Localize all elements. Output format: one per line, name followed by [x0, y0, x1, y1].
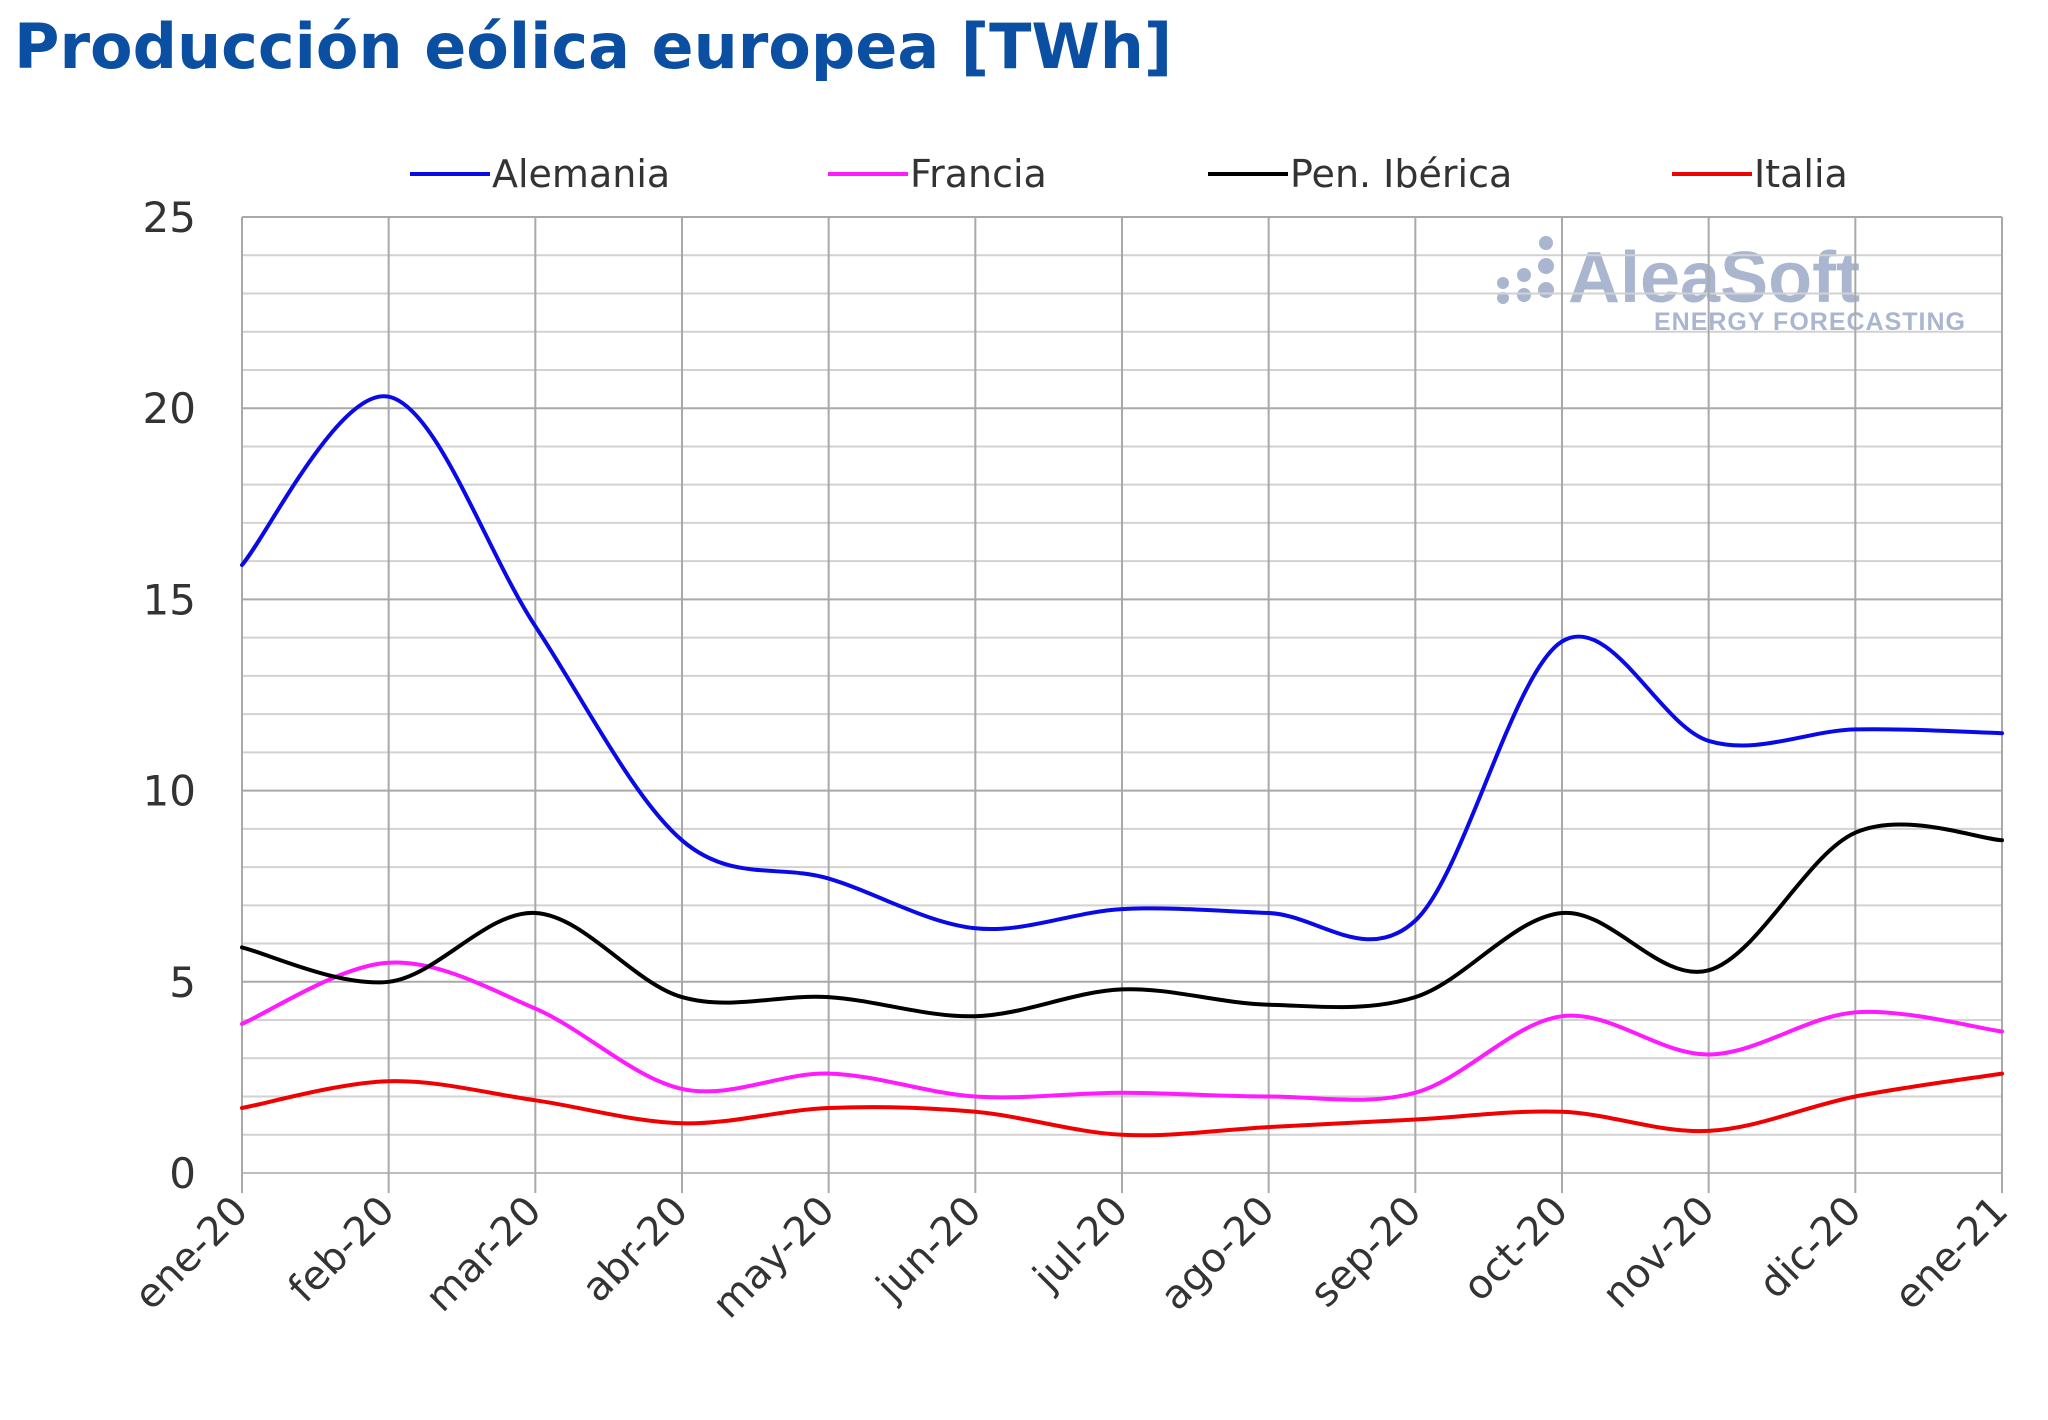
x-tick-label: oct-20: [1454, 1188, 1577, 1311]
legend-item: Francia: [828, 152, 1047, 196]
x-tick-label: feb-20: [280, 1188, 404, 1312]
y-tick-label: 15: [143, 575, 196, 624]
legend-label: Alemania: [492, 152, 670, 196]
series-lines: [240, 394, 2004, 1138]
series-line-pen-ib-rica: [240, 822, 2004, 1019]
x-tick-label: may-20: [704, 1188, 844, 1328]
x-tick-label: abr-20: [573, 1188, 697, 1312]
legend-item: Alemania: [410, 152, 670, 196]
x-tick-label: sep-20: [1302, 1188, 1431, 1317]
legend-item: Pen. Ibérica: [1208, 152, 1512, 196]
legend-label: Pen. Ibérica: [1290, 152, 1512, 196]
chart-grid: [241, 216, 2003, 1193]
y-tick-label: 0: [169, 1149, 196, 1198]
chart-legend: Alemania Francia Pen. Ibérica Italia: [410, 152, 1848, 196]
aleasoft-logo-dots-icon: [1497, 236, 1554, 304]
x-axis-ticks: ene-20 feb-20 mar-20 abr-20 may-20 jun-20 jul-…: [126, 1188, 2017, 1328]
x-tick-label: ene-21: [1886, 1188, 2017, 1319]
series-line-alemania: [240, 394, 2004, 942]
x-tick-label: mar-20: [417, 1188, 550, 1321]
x-tick-label: ene-20: [126, 1188, 257, 1319]
x-tick-label: nov-20: [1594, 1188, 1724, 1318]
chart-title: Producción eólica europea [TWh]: [14, 10, 1173, 83]
legend-item: Italia: [1672, 152, 1848, 196]
x-tick-label: ago-20: [1152, 1188, 1284, 1320]
x-tick-label: jun-20: [867, 1188, 990, 1311]
series-line-italia: [240, 1071, 2004, 1138]
y-axis-ticks: 0 5 10 15 20 25: [143, 193, 196, 1198]
y-tick-label: 25: [143, 193, 196, 242]
legend-label: Italia: [1754, 152, 1848, 196]
series-line-francia: [240, 960, 2004, 1102]
x-tick-label: jul-20: [1024, 1188, 1137, 1301]
x-tick-label: dic-20: [1750, 1188, 1870, 1308]
watermark-brand: AleaSoft: [1568, 238, 1860, 318]
y-tick-label: 10: [143, 767, 196, 816]
y-tick-label: 5: [169, 958, 196, 1007]
aleasoft-watermark: AleaSoft ENERGY FORECASTING: [1497, 236, 1965, 336]
y-tick-label: 20: [143, 384, 196, 433]
legend-label: Francia: [910, 152, 1047, 196]
